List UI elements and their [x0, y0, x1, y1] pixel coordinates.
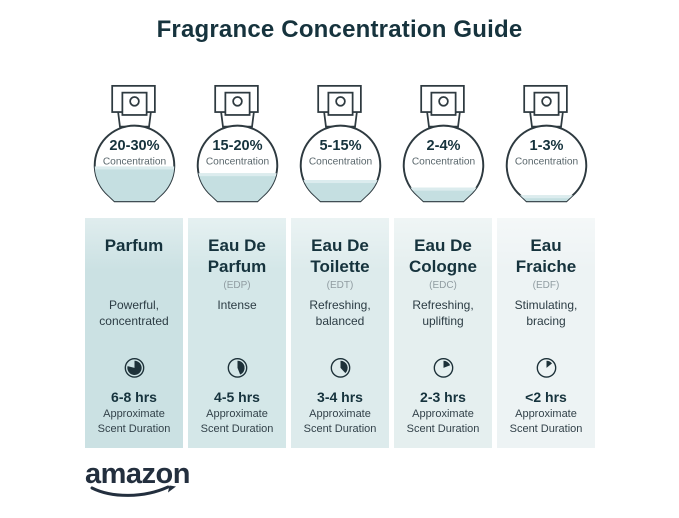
amazon-smile-icon: [90, 485, 176, 497]
fragrance-name: Eau Fraiche: [515, 236, 577, 276]
scent-duration: 3-4 hrs: [317, 389, 363, 406]
column-eau-de-toilette: Eau De Toilette (EDT) Refreshing, balanc…: [291, 218, 389, 448]
perfume-bottle-icon: 2-4% Concentration: [402, 84, 484, 203]
page-title: Fragrance Concentration Guide: [156, 16, 523, 43]
bottle-cell: 20-30% Concentration: [85, 84, 183, 208]
bottle-percent: 15-20%: [212, 138, 262, 154]
scent-duration-note: Approximate Scent Duration: [303, 408, 377, 435]
perfume-bottle-icon: 15-20% Concentration: [196, 84, 278, 203]
fragrance-name: Eau De Parfum: [207, 236, 267, 276]
bottle-percent: 1-3%: [529, 138, 563, 154]
bottle-label: Concentration: [308, 156, 371, 167]
spray-nozzle-icon: [128, 96, 140, 107]
column-eau-fraiche: Eau Fraiche (EDF) Stimulating, bracing <…: [497, 218, 595, 448]
spray-nozzle-icon: [231, 96, 243, 107]
scent-duration: 2-3 hrs: [420, 389, 466, 406]
bottle-cell: 5-15% Concentration: [291, 84, 389, 208]
scent-duration-note: Approximate Scent Duration: [509, 408, 583, 435]
clock-icon: [124, 357, 144, 378]
amazon-logo-text: amazon: [85, 458, 190, 490]
bottle-label: Concentration: [205, 156, 268, 167]
fragrance-abbrev: (EDP): [223, 280, 251, 291]
fragrance-description: Intense: [217, 297, 257, 312]
bottle-percent: 20-30%: [109, 138, 159, 154]
clock-icon: [536, 357, 556, 378]
column-eau-de-cologne: Eau De Cologne (EDC) Refreshing, uplifti…: [394, 218, 492, 448]
bottles-row: 20-30% Concentration 15-20% Concentratio…: [85, 84, 595, 208]
bottle-cell: 1-3% Concentration: [497, 84, 595, 208]
bottle-percent: 2-4%: [426, 138, 460, 154]
fragrance-type-table: Parfum Powerful, concentrated 6-8 hrs Ap…: [85, 218, 595, 448]
fragrance-description: Refreshing, balanced: [309, 297, 371, 328]
clock-icon: [330, 357, 350, 378]
column-eau-de-parfum: Eau De Parfum (EDP) Intense 4-5 hrs Appr…: [188, 218, 286, 448]
fragrance-name: Parfum: [104, 236, 164, 255]
fragrance-description: Stimulating, bracing: [514, 297, 578, 328]
perfume-bottle-icon: 1-3% Concentration: [505, 84, 587, 203]
perfume-bottle-icon: 5-15% Concentration: [299, 84, 381, 203]
bottle-cell: 15-20% Concentration: [188, 84, 286, 208]
bottle-label: Concentration: [411, 156, 474, 167]
scent-duration-note: Approximate Scent Duration: [200, 408, 274, 435]
bottle-cell: 2-4% Concentration: [394, 84, 492, 208]
fragrance-name: Eau De Cologne: [409, 236, 477, 276]
column-parfum: Parfum Powerful, concentrated 6-8 hrs Ap…: [85, 218, 183, 448]
spray-nozzle-icon: [437, 96, 449, 107]
scent-duration-note: Approximate Scent Duration: [406, 408, 480, 435]
fragrance-description: Refreshing, uplifting: [412, 297, 474, 328]
perfume-bottle-icon: 20-30% Concentration: [93, 84, 175, 203]
spray-nozzle-icon: [334, 96, 346, 107]
fragrance-name: Eau De Toilette: [310, 236, 370, 276]
scent-duration: <2 hrs: [525, 389, 567, 406]
scent-duration-note: Approximate Scent Duration: [97, 408, 171, 435]
bottle-label: Concentration: [102, 156, 165, 167]
bottle-percent: 5-15%: [319, 138, 361, 154]
fragrance-description: Powerful, concentrated: [99, 297, 169, 328]
scent-duration: 6-8 hrs: [111, 389, 157, 406]
fragrance-abbrev: (EDC): [429, 280, 457, 291]
amazon-logo: amazon: [85, 460, 195, 499]
scent-duration: 4-5 hrs: [214, 389, 260, 406]
clock-icon: [227, 357, 247, 378]
clock-icon: [433, 357, 453, 378]
fragrance-abbrev: (EDT): [326, 280, 354, 291]
spray-nozzle-icon: [540, 96, 552, 107]
fragrance-abbrev: (EDF): [532, 280, 560, 291]
bottle-label: Concentration: [514, 156, 577, 167]
